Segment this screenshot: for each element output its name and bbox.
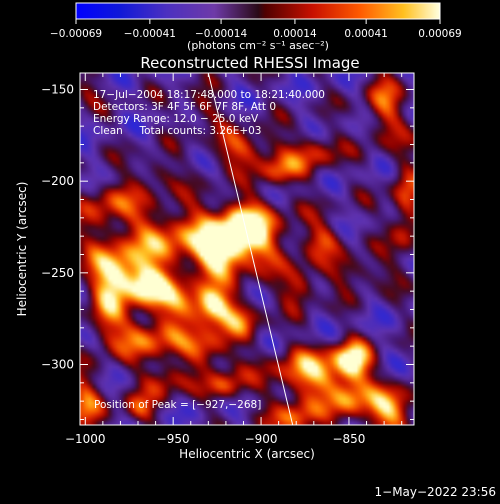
y-tick-label: −150 — [41, 83, 74, 97]
x-tick-label: −850 — [332, 432, 365, 446]
y-axis-label: Heliocentric Y (arcsec) — [15, 182, 29, 317]
x-tick-label: −900 — [245, 432, 278, 446]
info-line-counts: Clean Total counts: 3.26E+03 — [93, 125, 262, 137]
x-axis-label: Heliocentric X (arcsec) — [179, 447, 315, 461]
colorbar-ticks: −0.00069 −0.00041 −0.00014 0.00014 0.00041 0.… — [50, 19, 462, 40]
x-tick-label: −1000 — [65, 432, 106, 446]
axis-ticks: −1000 −950 −900 −850 −150 −200 −250 −300 — [41, 73, 414, 446]
colorbar-tick-label: −0.00069 — [50, 28, 102, 40]
plot-title: Reconstructed RHESSI Image — [140, 54, 359, 72]
plot-frame — [79, 72, 415, 426]
colorbar-tick-label: −0.00041 — [124, 28, 176, 40]
x-tick-label: −950 — [157, 432, 190, 446]
peak-position-label: Position of Peak = [−927,−268] — [94, 399, 261, 411]
y-tick-label: −200 — [41, 174, 74, 188]
solar-limb-line — [207, 73, 294, 425]
colorbar-tick-label: 0.00041 — [344, 28, 387, 40]
image-area — [80, 73, 414, 425]
footer-date: 1−May−2022 23:56 — [375, 485, 497, 499]
y-tick-label: −250 — [41, 266, 74, 280]
info-line-energy: Energy Range: 12.0 − 25.0 keV — [93, 113, 259, 125]
heatmap-image — [80, 73, 414, 425]
info-line-detectors: Detectors: 3F 4F 5F 6F 7F 8F, Att 0 — [93, 101, 276, 113]
colorbar-unit-label: (photons cm⁻² s⁻¹ asec⁻²) — [187, 39, 329, 52]
colorbar — [75, 2, 441, 20]
y-tick-label: −300 — [41, 358, 74, 372]
colorbar-tick-label: 0.00014 — [273, 28, 317, 40]
info-line-time: 17−Jul−2004 18:17:48.000 to 18:21:40.000 — [93, 89, 325, 101]
colorbar-tick-label: 0.00069 — [418, 28, 461, 40]
colorbar-tick-label: −0.00014 — [195, 28, 248, 40]
info-block: 17−Jul−2004 18:17:48.000 to 18:21:40.000… — [93, 89, 325, 137]
